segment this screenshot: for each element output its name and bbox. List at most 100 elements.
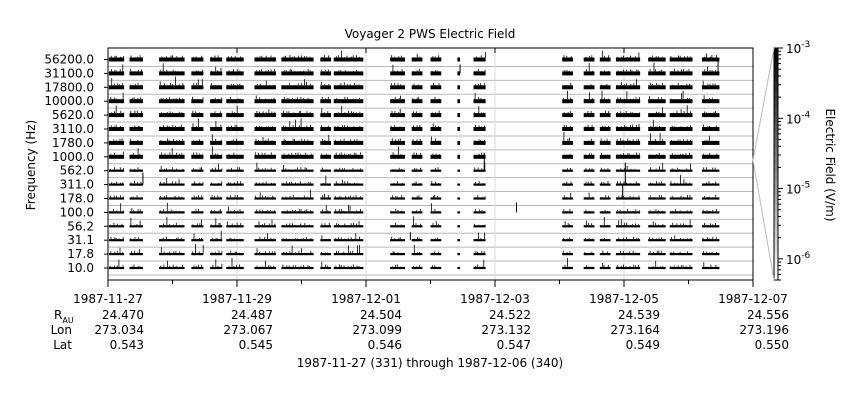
signal-band	[701, 211, 720, 214]
signal-band	[430, 183, 442, 186]
signal-spikes	[211, 250, 223, 253]
signal-band	[457, 57, 461, 62]
colorbar-connector	[752, 159, 775, 281]
signal-band	[562, 197, 573, 200]
signal-spikes	[392, 64, 403, 72]
signal-band	[599, 169, 611, 172]
signal-spikes	[703, 167, 716, 170]
signal-band	[333, 239, 364, 242]
signal-spikes	[161, 236, 183, 240]
ephemeris-value-lat: 0.545	[239, 338, 273, 352]
signal-band	[430, 85, 442, 90]
signal-spikes	[412, 96, 420, 100]
signal-band	[411, 154, 423, 159]
signal-spikes	[211, 146, 223, 155]
signal-spikes	[335, 82, 360, 86]
signal-band	[129, 225, 143, 228]
signal-spikes	[159, 195, 183, 198]
signal-band	[648, 197, 666, 200]
signal-band	[129, 154, 143, 159]
signal-spikes	[109, 222, 123, 226]
signal-band	[615, 197, 641, 200]
signal-spikes	[650, 181, 662, 184]
signal-band	[281, 211, 314, 214]
signal-band	[210, 127, 223, 131]
signal-band	[129, 183, 143, 186]
signal-spikes	[321, 125, 329, 127]
signal-band	[333, 113, 364, 118]
signal-band	[281, 239, 314, 242]
signal-band	[191, 113, 204, 118]
signal-spikes	[227, 167, 240, 170]
signal-band	[669, 99, 693, 104]
signal-band	[108, 169, 125, 172]
signal-spikes	[161, 148, 183, 155]
signal-band	[457, 85, 461, 90]
signal-spikes	[334, 195, 362, 198]
signal-band	[669, 183, 693, 186]
signal-spikes	[585, 181, 592, 184]
signal-band	[333, 169, 364, 172]
signal-band	[457, 266, 461, 270]
signal-spikes	[228, 152, 240, 155]
signal-band	[701, 154, 720, 159]
signal-spikes	[335, 204, 361, 212]
signal-band	[226, 57, 244, 62]
signal-spikes	[211, 181, 223, 184]
signal-band	[473, 140, 486, 145]
signal-spikes	[160, 247, 183, 253]
signal-spikes	[392, 222, 402, 226]
signal-spikes	[704, 195, 717, 198]
signal-spikes	[563, 90, 572, 100]
signal-spikes	[600, 167, 609, 170]
signal-band	[457, 197, 461, 200]
signal-spikes	[670, 55, 691, 58]
signal-band	[210, 225, 223, 228]
signal-spikes	[602, 125, 609, 127]
signal-spikes	[474, 139, 485, 141]
ephemeris-value-r: 24.487	[231, 308, 273, 322]
signal-band	[411, 71, 423, 76]
signal-band	[191, 154, 204, 159]
signal-spikes	[605, 110, 609, 114]
signal-spikes	[321, 108, 329, 114]
signal-spikes	[336, 106, 361, 114]
signal-spikes	[283, 165, 311, 170]
signal-spikes	[192, 69, 204, 72]
signal-spikes	[475, 181, 485, 184]
signal-spikes	[335, 167, 362, 170]
date-tick-label: 1987-12-05	[589, 292, 659, 306]
signal-band	[226, 127, 244, 131]
plot-area	[107, 47, 754, 281]
signal-band	[281, 169, 314, 172]
signal-band	[615, 71, 641, 76]
signal-band	[210, 71, 223, 76]
signal-spikes	[649, 82, 663, 86]
signal-spikes	[649, 62, 663, 72]
signal-band	[473, 113, 486, 118]
signal-band	[108, 239, 125, 242]
signal-spikes	[616, 52, 640, 58]
signal-spikes	[211, 209, 221, 212]
signal-spikes	[474, 93, 485, 100]
signal-spikes	[228, 69, 241, 72]
ephemeris-value-r: 24.539	[618, 308, 660, 322]
signal-band	[333, 183, 364, 186]
signal-band	[333, 99, 364, 104]
signal-spikes	[227, 105, 241, 114]
signal-spikes	[163, 216, 183, 226]
frequency-tick-label: 1000.0	[52, 150, 94, 164]
signal-band	[320, 127, 332, 131]
signal-band	[390, 211, 405, 214]
signal-spikes	[434, 96, 440, 100]
signal-band	[129, 127, 143, 131]
signal-band	[583, 197, 595, 200]
signal-band	[583, 253, 595, 256]
signal-spikes	[584, 192, 593, 198]
signal-band	[320, 99, 332, 104]
signal-spikes	[130, 68, 142, 72]
signal-spikes	[563, 132, 570, 141]
signal-spikes	[474, 106, 485, 114]
signal-spikes	[131, 148, 141, 155]
signal-band	[159, 71, 185, 76]
